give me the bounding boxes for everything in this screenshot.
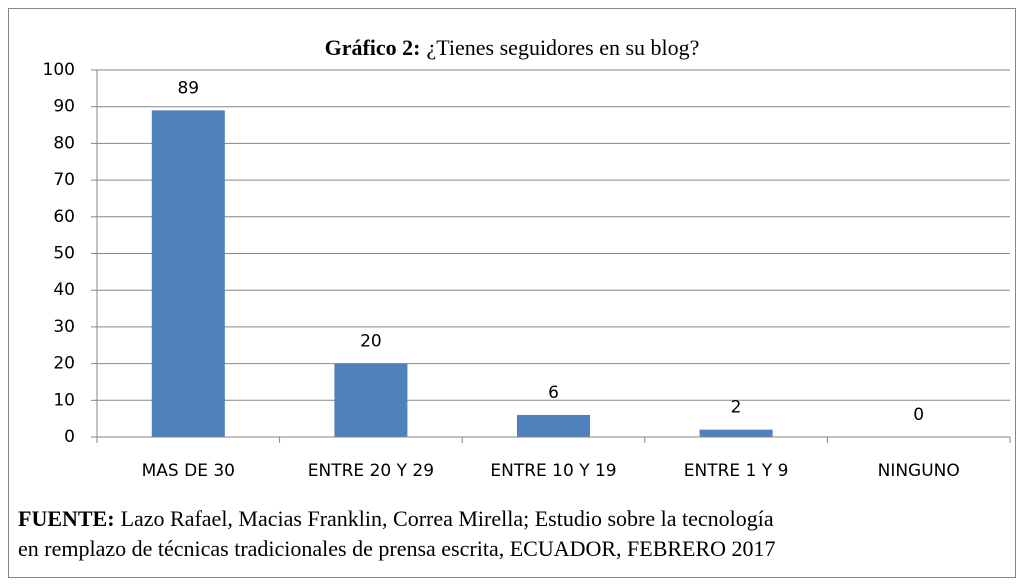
source-text: en remplazo de técnicas tradicionales de… bbox=[18, 536, 776, 561]
y-tick-label: 70 bbox=[53, 170, 75, 190]
chart-title-group: Gráfico 2: ¿Tienes seguidores en su blog? bbox=[325, 35, 700, 60]
source-line: FUENTE: Lazo Rafael, Macias Franklin, Cor… bbox=[18, 506, 774, 531]
bar bbox=[334, 363, 408, 437]
x-tick-label: ENTRE 20 Y 29 bbox=[308, 461, 434, 481]
y-tick-label: 30 bbox=[53, 317, 75, 337]
y-tick-label: 60 bbox=[53, 207, 75, 227]
bar bbox=[699, 429, 773, 437]
data-label: 89 bbox=[177, 78, 199, 98]
x-tick-label: MAS DE 30 bbox=[142, 461, 235, 481]
data-label: 2 bbox=[731, 398, 742, 418]
title-label: Gráfico 2: bbox=[325, 35, 421, 60]
data-label: 6 bbox=[548, 383, 559, 403]
bar bbox=[151, 110, 225, 438]
data-label: 0 bbox=[913, 405, 924, 425]
y-tick-label: 0 bbox=[64, 427, 75, 447]
y-tick-label: 20 bbox=[53, 354, 75, 374]
bar bbox=[516, 414, 591, 437]
source-text: Lazo Rafael, Macias Franklin, Correa Mir… bbox=[121, 506, 774, 531]
x-tick-label: NINGUNO bbox=[878, 461, 960, 481]
y-tick-label: 100 bbox=[43, 60, 75, 80]
source-label: FUENTE: bbox=[18, 506, 115, 531]
x-tick-label: ENTRE 1 Y 9 bbox=[684, 461, 789, 481]
x-tick-label: ENTRE 10 Y 19 bbox=[490, 461, 616, 481]
chart-title: ¿Tienes seguidores en su blog? bbox=[426, 35, 699, 60]
y-tick-label: 90 bbox=[53, 97, 75, 117]
y-tick-label: 80 bbox=[53, 133, 75, 153]
y-tick-label: 40 bbox=[53, 280, 75, 300]
data-label: 20 bbox=[360, 332, 382, 352]
y-tick-label: 50 bbox=[53, 244, 75, 264]
y-tick-label: 10 bbox=[53, 390, 75, 410]
